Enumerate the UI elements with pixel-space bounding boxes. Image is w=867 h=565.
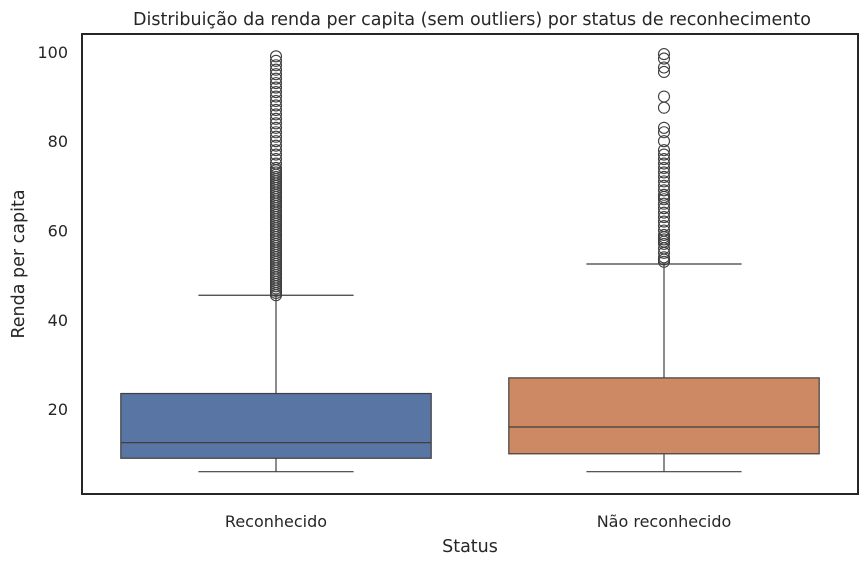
outlier-point bbox=[657, 90, 671, 103]
box-iqr bbox=[508, 377, 820, 455]
outlier-point bbox=[269, 99, 283, 112]
outlier-point bbox=[657, 197, 671, 210]
outlier-point bbox=[657, 161, 671, 175]
box-iqr bbox=[120, 392, 432, 459]
plot-area bbox=[120, 48, 820, 473]
x-axis-label: Status bbox=[442, 537, 498, 557]
outlier-point bbox=[657, 215, 671, 228]
outlier-point bbox=[657, 101, 671, 114]
outlier-point bbox=[657, 206, 671, 219]
y-tick-label: 80 bbox=[48, 132, 68, 151]
y-axis-label: Renda per capita bbox=[9, 189, 29, 338]
outlier-points bbox=[657, 48, 671, 268]
x-tick-label: Não reconhecido bbox=[597, 512, 732, 531]
outlier-point bbox=[657, 61, 671, 74]
outlier-point bbox=[269, 63, 283, 76]
outlier-point bbox=[657, 170, 671, 183]
outlier-point bbox=[657, 190, 671, 204]
box-group-2 bbox=[508, 48, 820, 473]
outlier-point bbox=[657, 224, 671, 237]
outlier-point bbox=[269, 81, 283, 94]
outlier-point bbox=[269, 103, 283, 116]
outlier-point bbox=[657, 251, 671, 264]
outlier-point bbox=[657, 135, 671, 148]
outlier-point bbox=[657, 166, 671, 179]
outlier-point bbox=[269, 90, 283, 103]
outlier-point bbox=[269, 68, 283, 81]
y-tick-label: 40 bbox=[48, 311, 68, 330]
outlier-point bbox=[269, 59, 283, 72]
outlier-point bbox=[657, 52, 671, 65]
outlier-point bbox=[269, 121, 283, 134]
outlier-point bbox=[657, 48, 671, 61]
y-tick-label: 60 bbox=[48, 222, 68, 241]
outlier-point bbox=[269, 94, 283, 108]
y-axis-ticks: 20 40 60 80 100 bbox=[37, 43, 68, 419]
outlier-point bbox=[269, 139, 283, 152]
outlier-point bbox=[657, 179, 671, 192]
outlier-point bbox=[657, 126, 671, 139]
outlier-points bbox=[269, 50, 283, 302]
outlier-point bbox=[269, 54, 283, 67]
outlier-point bbox=[657, 157, 671, 170]
outlier-point bbox=[269, 135, 283, 148]
outlier-point bbox=[657, 211, 671, 224]
outlier-point bbox=[269, 130, 283, 143]
y-tick-label: 20 bbox=[48, 400, 68, 419]
outlier-point bbox=[269, 86, 283, 99]
box-group-1 bbox=[120, 50, 432, 473]
outlier-point bbox=[657, 188, 671, 201]
x-tick-label: Reconhecido bbox=[225, 512, 327, 531]
outlier-point bbox=[269, 108, 283, 121]
y-tick-label: 100 bbox=[37, 43, 68, 62]
outlier-point bbox=[269, 148, 283, 161]
outlier-point bbox=[269, 157, 283, 170]
outlier-point bbox=[269, 77, 283, 90]
outlier-point bbox=[269, 126, 283, 139]
outlier-point bbox=[269, 117, 283, 130]
outlier-point bbox=[657, 228, 671, 242]
outlier-point bbox=[657, 65, 671, 79]
plot-frame bbox=[81, 33, 859, 495]
outlier-point bbox=[657, 121, 671, 134]
outlier-point bbox=[657, 175, 671, 188]
outlier-point bbox=[269, 161, 283, 175]
outlier-point bbox=[657, 152, 671, 166]
outlier-point bbox=[269, 152, 283, 166]
outlier-point bbox=[657, 219, 671, 233]
outlier-point bbox=[269, 72, 283, 85]
outlier-point bbox=[269, 50, 283, 63]
outlier-point bbox=[657, 253, 671, 266]
outlier-point bbox=[657, 184, 671, 197]
outlier-point bbox=[657, 144, 671, 157]
x-axis-ticks: Reconhecido Não reconhecido bbox=[225, 512, 731, 531]
outlier-point bbox=[657, 148, 671, 161]
outlier-point bbox=[269, 144, 283, 157]
chart-title: Distribuição da renda per capita (sem ou… bbox=[133, 10, 811, 30]
outlier-point bbox=[269, 112, 283, 125]
